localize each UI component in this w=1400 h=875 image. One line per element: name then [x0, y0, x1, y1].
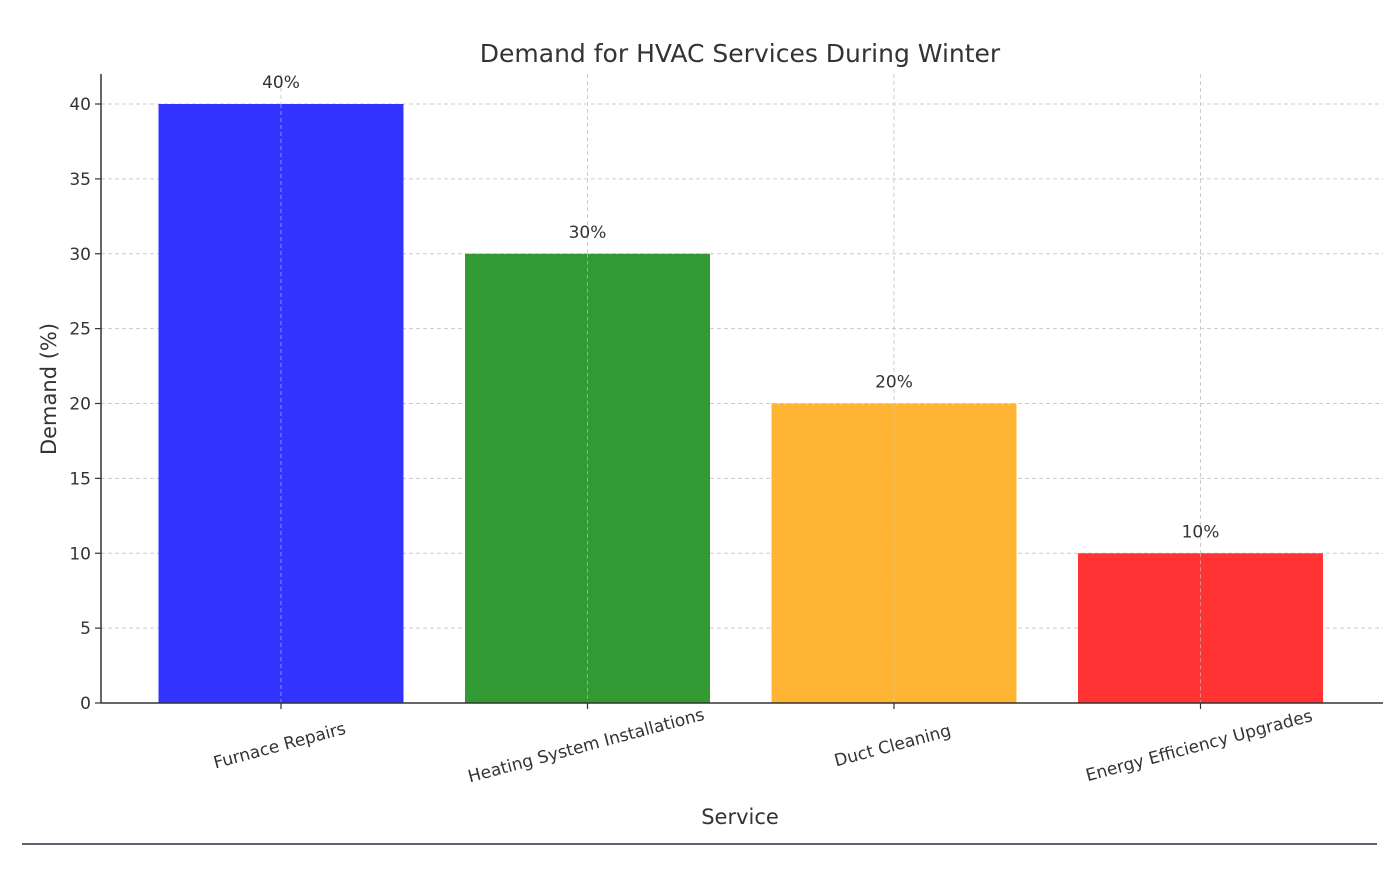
- x-tick-label: Heating System Installations: [466, 705, 707, 787]
- y-tick-label: 5: [80, 619, 91, 639]
- data-label: 40%: [262, 73, 300, 93]
- data-label: 20%: [875, 373, 913, 393]
- x-tick-label: Energy Efficiency Upgrades: [1084, 706, 1315, 786]
- x-ticks: Furnace Repairs Heating System Installati…: [211, 703, 1315, 787]
- data-label: 30%: [569, 223, 607, 243]
- y-ticks: 0 5 10 15 20 25 30 35 40: [69, 95, 101, 714]
- bottom-divider: [22, 843, 1377, 845]
- bars: [158, 104, 1323, 703]
- y-tick-label: 25: [69, 320, 91, 340]
- y-axis-label: Demand (%): [37, 323, 61, 455]
- data-labels: 40% 30% 20% 10%: [262, 73, 1219, 542]
- y-tick-label: 15: [69, 469, 91, 489]
- y-tick-label: 0: [80, 694, 91, 714]
- data-label: 10%: [1182, 522, 1220, 542]
- y-tick-label: 30: [69, 245, 91, 265]
- x-tick-label: Furnace Repairs: [211, 719, 348, 774]
- y-tick-label: 20: [69, 395, 91, 415]
- bar: [158, 104, 404, 703]
- y-tick-label: 10: [69, 544, 91, 564]
- x-tick-label: Duct Cleaning: [832, 721, 953, 771]
- chart-title: Demand for HVAC Services During Winter: [480, 39, 1001, 68]
- x-axis-label: Service: [701, 805, 779, 829]
- y-tick-label: 35: [69, 170, 91, 190]
- y-tick-label: 40: [69, 95, 91, 115]
